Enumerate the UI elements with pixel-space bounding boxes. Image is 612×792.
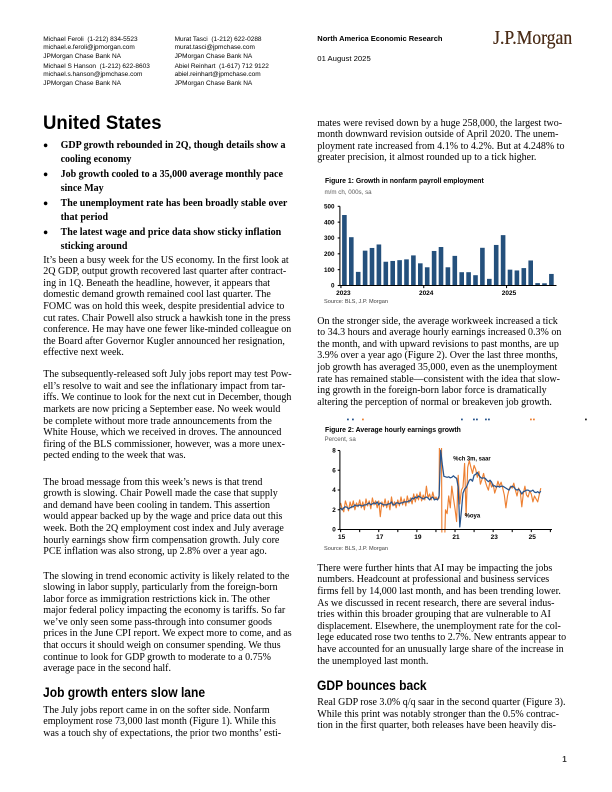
- svg-text:200: 200: [324, 251, 335, 258]
- svg-text:2025: 2025: [502, 290, 517, 297]
- svg-text:2024: 2024: [419, 290, 434, 297]
- svg-text:25: 25: [529, 534, 537, 541]
- svg-text:%oya: %oya: [465, 512, 481, 519]
- svg-text:2023: 2023: [336, 290, 351, 297]
- svg-text:400: 400: [324, 219, 335, 226]
- svg-text:21: 21: [452, 534, 460, 541]
- svg-text:2: 2: [332, 507, 336, 514]
- svg-text:19: 19: [414, 534, 422, 541]
- svg-text:100: 100: [324, 267, 335, 274]
- svg-text:6: 6: [332, 467, 336, 474]
- svg-text:%ch 3m, saar: %ch 3m, saar: [453, 455, 491, 463]
- svg-text:300: 300: [324, 235, 335, 242]
- svg-text:500: 500: [324, 204, 335, 211]
- svg-text:8: 8: [332, 448, 336, 455]
- svg-text:0: 0: [331, 283, 335, 290]
- svg-text:23: 23: [491, 534, 499, 541]
- svg-text:0: 0: [332, 527, 336, 534]
- svg-text:15: 15: [338, 534, 346, 541]
- svg-text:4: 4: [332, 487, 336, 494]
- svg-text:17: 17: [376, 534, 384, 541]
